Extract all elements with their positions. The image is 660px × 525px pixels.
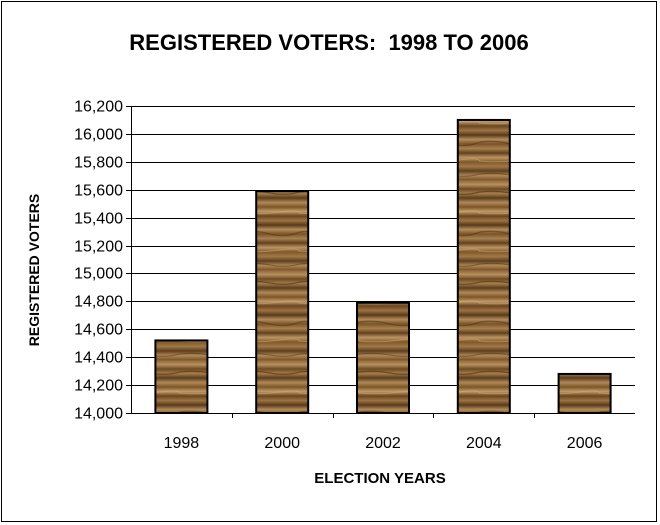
y-tick-label: 16,200	[74, 99, 123, 116]
x-tick-label: 2004	[466, 435, 502, 452]
bar-2004	[456, 118, 511, 414]
chart-title: REGISTERED VOTERS: 1998 TO 2006	[129, 30, 529, 55]
y-tick-label: 15,400	[74, 211, 123, 228]
x-axis-label: ELECTION YEARS	[314, 470, 446, 487]
y-tick-label: 14,200	[74, 378, 123, 395]
y-tick-label: 14,600	[74, 322, 123, 339]
x-tick-label: 2006	[567, 435, 603, 452]
y-tick-label: 15,000	[74, 266, 123, 283]
x-tick-label: 2002	[365, 435, 401, 452]
x-tick-label: 2000	[264, 435, 300, 452]
y-tick-label: 16,000	[74, 127, 123, 144]
y-tick-label: 14,400	[74, 350, 123, 367]
y-tick-label: 14,000	[74, 406, 123, 423]
bar-2006	[557, 372, 612, 415]
x-tick-label: 1998	[164, 435, 200, 452]
y-tick-label: 15,800	[74, 155, 123, 172]
bar-1998	[154, 339, 209, 415]
y-tick-label: 14,800	[74, 294, 123, 311]
bar-2002	[356, 301, 410, 414]
y-tick-label: 15,200	[74, 239, 123, 256]
y-tick-label: 15,600	[74, 183, 123, 200]
bar-2000	[255, 190, 310, 414]
